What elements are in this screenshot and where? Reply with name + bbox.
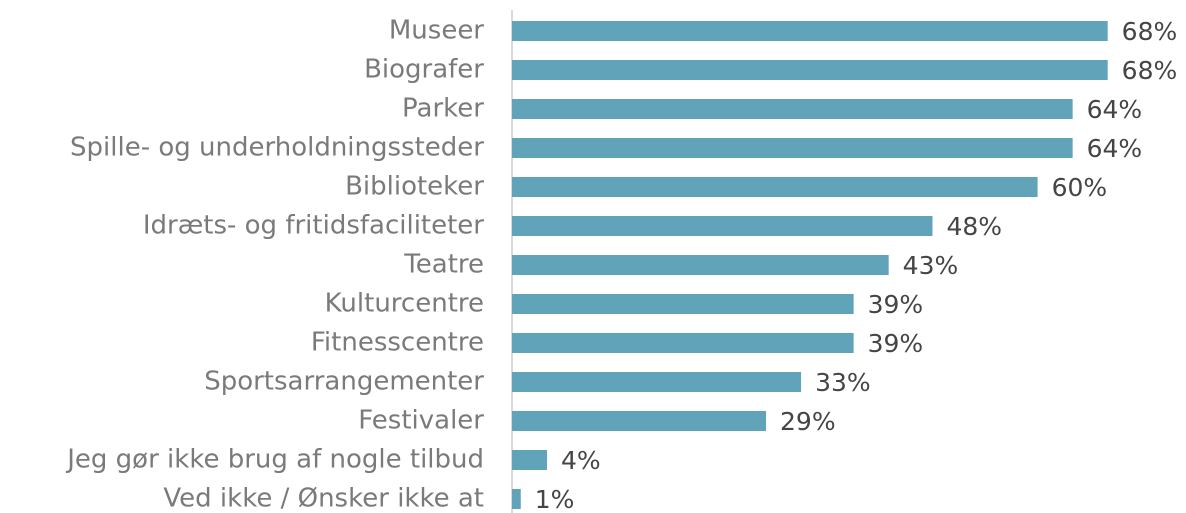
bar	[512, 177, 1038, 197]
category-label: Festivaler	[358, 406, 484, 436]
bar	[512, 489, 521, 509]
category-label: Idræts- og fritidsfaciliteter	[143, 211, 484, 241]
category-label: Biografer	[364, 55, 484, 85]
category-label: Fitnesscentre	[311, 328, 484, 358]
bar	[512, 294, 854, 314]
value-label: 64%	[1087, 134, 1143, 163]
category-label: Parker	[402, 94, 484, 124]
value-label: 64%	[1087, 95, 1143, 124]
category-label: Biblioteker	[345, 172, 484, 202]
bar	[512, 21, 1108, 41]
value-label: 39%	[868, 290, 924, 319]
bar	[512, 216, 933, 236]
bar	[512, 138, 1073, 158]
value-label: 43%	[903, 251, 959, 280]
value-label: 33%	[815, 368, 871, 397]
value-label: 68%	[1122, 56, 1178, 85]
value-label: 48%	[946, 212, 1002, 241]
value-label: 1%	[535, 485, 575, 513]
bar	[512, 411, 767, 431]
bar	[512, 450, 548, 470]
category-label: Sportsarrangementer	[204, 367, 484, 397]
category-label: Teatre	[403, 250, 484, 280]
bar	[512, 99, 1073, 119]
bar	[512, 372, 802, 392]
category-label: Museer	[389, 16, 484, 46]
value-label: 60%	[1052, 173, 1108, 202]
value-label: 29%	[780, 407, 836, 436]
value-label: 68%	[1122, 17, 1178, 46]
category-label: Ved ikke / Ønsker ikke at	[163, 484, 484, 513]
bar	[512, 255, 889, 275]
category-label: Jeg gør ikke brug af nogle tilbud	[65, 445, 484, 475]
bar	[512, 333, 854, 353]
category-label: Kulturcentre	[325, 289, 484, 319]
category-label: Spille- og underholdningssteder	[70, 133, 484, 163]
value-label: 4%	[561, 446, 601, 475]
value-label: 39%	[868, 329, 924, 358]
bar	[512, 60, 1108, 80]
